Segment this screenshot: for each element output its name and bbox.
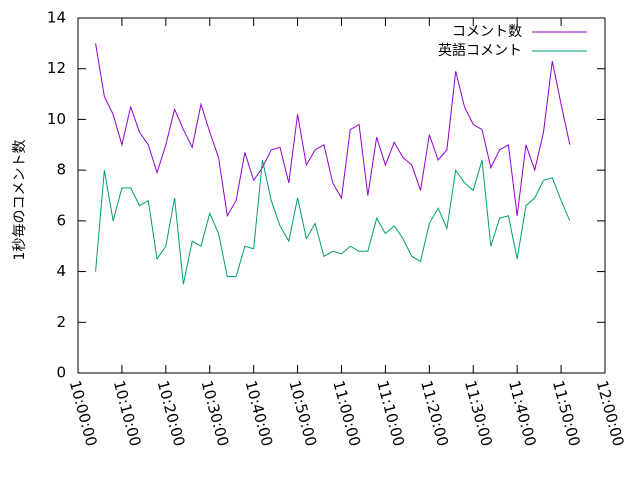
y-tick-label: 8: [56, 161, 66, 179]
x-tick-label: 11:10:00: [373, 379, 408, 449]
x-tick-label: 10:30:00: [198, 379, 233, 449]
x-tick-label: 11:20:00: [417, 379, 452, 449]
x-tick-label: 10:10:00: [110, 379, 145, 449]
x-tick-label: 11:30:00: [461, 379, 496, 449]
y-axis-label: 1秒毎のコメント数: [12, 140, 28, 261]
x-tick-label: 11:40:00: [505, 379, 540, 449]
y-tick-label: 14: [47, 9, 66, 27]
x-tick-label: 11:00:00: [329, 379, 364, 449]
y-tick-label: 10: [47, 110, 66, 128]
plot-border: [77, 17, 606, 374]
series-line: [95, 43, 571, 218]
y-tick-label: 2: [56, 313, 66, 331]
legend-label: コメント数: [452, 24, 522, 40]
y-tick-label: 12: [47, 59, 66, 77]
x-tick-label: 10:40:00: [241, 379, 276, 449]
x-tick-label: 11:50:00: [549, 379, 584, 449]
x-tick-label: 12:00:00: [593, 379, 628, 449]
y-tick-label: 6: [56, 211, 66, 229]
legend-label: 英語コメント: [438, 42, 522, 59]
series-line: [95, 159, 571, 285]
x-tick-label: 10:00:00: [66, 379, 101, 449]
x-tick-label: 10:20:00: [154, 379, 189, 449]
y-tick-label: 4: [56, 262, 66, 280]
y-tick-label: 0: [56, 364, 66, 382]
x-tick-label: 10:50:00: [285, 379, 320, 449]
